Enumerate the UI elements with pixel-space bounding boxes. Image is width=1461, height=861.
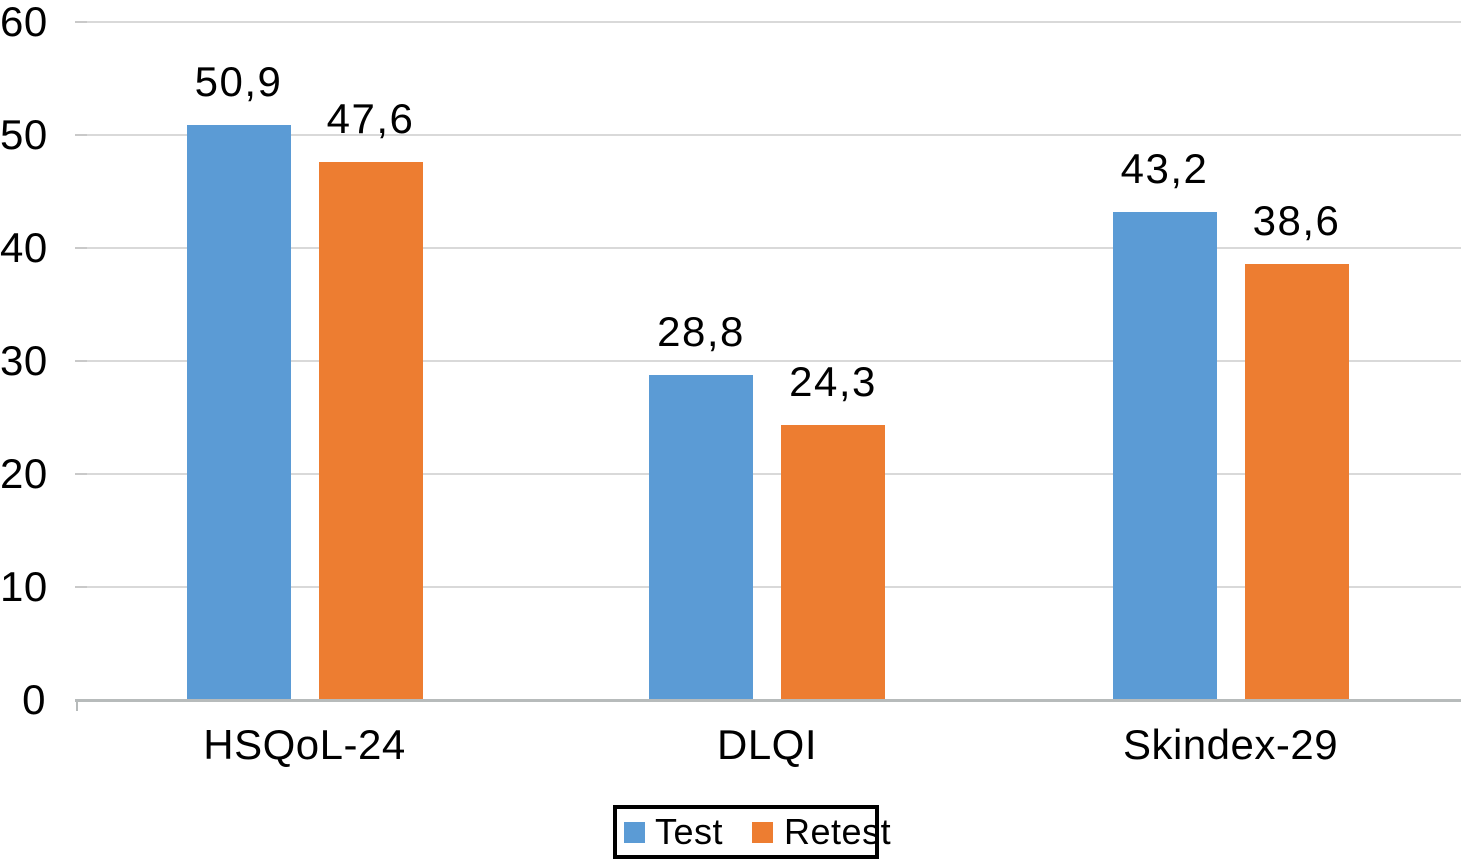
value-label-retest-hsqol-24: 47,6 xyxy=(326,95,415,143)
bar-test-skindex-29 xyxy=(1112,211,1217,700)
value-label-test-hsqol-24: 50,9 xyxy=(194,57,283,105)
bar-retest-hsqol-24 xyxy=(318,162,423,700)
bar-retest-dlqi xyxy=(781,425,885,700)
bar-retest-skindex-29 xyxy=(1244,263,1349,700)
gridline-30 xyxy=(75,360,1461,362)
y-tick-label-0: 0 xyxy=(22,676,46,723)
gridline-tick-20 xyxy=(75,473,87,475)
value-label-test-dlqi: 28,8 xyxy=(657,307,745,355)
y-tick-label-30: 30 xyxy=(0,337,48,384)
legend: Test Retest xyxy=(613,805,891,859)
y-tick-label-60: 60 xyxy=(0,0,48,45)
legend-swatch-retest-icon xyxy=(752,821,774,843)
category-label-dlqi: DLQI xyxy=(716,721,818,768)
category-label-hsqol-24: HSQoL-24 xyxy=(203,721,406,768)
x-axis-line xyxy=(75,698,1461,702)
gridline-tick-50 xyxy=(75,134,87,136)
y-tick-label-10: 10 xyxy=(0,563,48,610)
gridline-60 xyxy=(75,21,1461,23)
legend-label-test: Test xyxy=(655,811,724,852)
legend-label-retest: Retest xyxy=(784,811,892,852)
y-tick-label-40: 40 xyxy=(0,224,48,271)
gridline-50 xyxy=(75,134,1461,136)
bar-test-dlqi xyxy=(649,374,753,700)
value-label-test-skindex-29: 43,2 xyxy=(1120,144,1209,192)
axis-origin-tick xyxy=(76,701,78,711)
y-tick-label-50: 50 xyxy=(0,111,48,158)
y-tick-label-20: 20 xyxy=(0,450,48,497)
gridline-tick-40 xyxy=(75,247,87,249)
value-label-retest-skindex-29: 38,6 xyxy=(1252,196,1341,244)
bar-test-hsqol-24 xyxy=(186,124,291,700)
gridline-tick-30 xyxy=(75,360,87,362)
gridline-tick-10 xyxy=(75,586,87,588)
value-label-retest-dlqi: 24,3 xyxy=(789,358,877,406)
gridline-20 xyxy=(75,473,1461,475)
category-label-skindex-29: Skindex-29 xyxy=(1122,721,1339,768)
gridline-40 xyxy=(75,247,1461,249)
gridline-10 xyxy=(75,586,1461,588)
legend-swatch-test-icon xyxy=(624,821,645,843)
gridline-tick-60 xyxy=(75,21,87,23)
